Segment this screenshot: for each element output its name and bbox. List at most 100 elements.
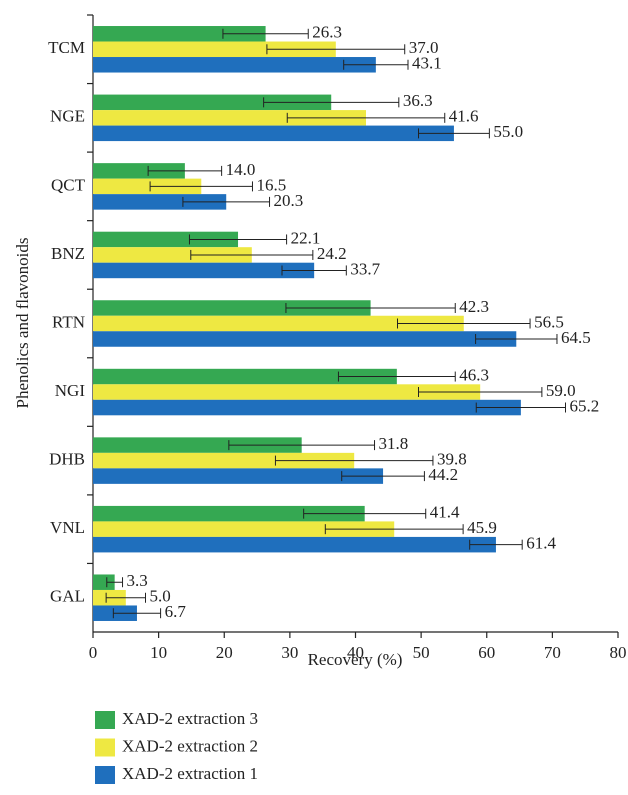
bar xyxy=(93,399,521,416)
data-label: 33.7 xyxy=(350,259,380,278)
x-axis-label: Recovery (%) xyxy=(308,650,403,669)
bar xyxy=(93,178,202,195)
bar xyxy=(93,247,252,263)
y-tick-label: GAL xyxy=(50,587,85,606)
data-label: 55.0 xyxy=(493,122,523,141)
error-bar xyxy=(281,265,347,276)
error-bar xyxy=(188,234,288,245)
error-bar xyxy=(285,303,456,313)
error-bar xyxy=(418,387,543,398)
y-tick-label: NGE xyxy=(50,107,85,126)
x-tick-label: 40 xyxy=(347,643,364,662)
data-label: 56.5 xyxy=(534,312,564,331)
bar xyxy=(93,163,185,179)
bar xyxy=(93,505,365,522)
bar xyxy=(93,57,376,73)
error-bar xyxy=(418,128,490,139)
bar xyxy=(93,437,302,453)
bar xyxy=(93,94,332,111)
data-label: 39.8 xyxy=(437,450,467,469)
legend-label: XAD-2 extraction 3 xyxy=(122,709,258,728)
error-bar xyxy=(469,539,523,550)
bar xyxy=(93,41,336,58)
bar xyxy=(93,231,239,248)
data-label: 61.4 xyxy=(526,534,556,553)
bar xyxy=(93,536,496,553)
data-label: 44.2 xyxy=(428,465,458,484)
data-label: 45.9 xyxy=(467,518,497,537)
data-label: 41.6 xyxy=(449,107,479,126)
data-label: 37.0 xyxy=(409,38,439,57)
data-label: 36.3 xyxy=(403,91,433,110)
error-bar xyxy=(343,59,409,70)
data-label: 64.5 xyxy=(561,328,591,347)
data-label: 26.3 xyxy=(312,23,342,42)
x-tick-label: 10 xyxy=(150,643,167,662)
error-bar xyxy=(266,44,406,55)
bar xyxy=(93,468,384,484)
bar xyxy=(93,125,454,142)
x-tick-label: 30 xyxy=(281,643,298,662)
error-bar xyxy=(190,249,314,260)
bar xyxy=(93,331,517,347)
bar xyxy=(93,194,227,210)
data-label: 42.3 xyxy=(459,297,489,316)
y-tick-label: QCT xyxy=(51,175,86,194)
y-axis-label: Phenolics and flavonoids xyxy=(13,238,32,409)
error-bar xyxy=(324,524,464,535)
bar xyxy=(93,574,115,590)
data-label: 41.4 xyxy=(430,503,460,522)
error-bar xyxy=(286,112,446,123)
error-bar xyxy=(228,440,376,451)
bar xyxy=(93,110,366,126)
data-label: 5.0 xyxy=(150,587,171,606)
legend-label: XAD-2 extraction 2 xyxy=(122,736,258,755)
x-tick-label: 80 xyxy=(610,643,627,662)
data-label: 14.0 xyxy=(226,160,256,179)
bar xyxy=(93,300,371,316)
error-bar xyxy=(112,608,162,619)
data-label: 43.1 xyxy=(412,54,442,73)
data-label: 3.3 xyxy=(127,571,148,590)
error-bar xyxy=(263,97,400,108)
bar xyxy=(93,315,464,332)
bar xyxy=(93,452,355,469)
x-tick-label: 50 xyxy=(413,643,430,662)
bar xyxy=(93,368,397,385)
bar xyxy=(93,384,481,400)
x-tick-label: 0 xyxy=(89,643,98,662)
bar xyxy=(93,262,315,279)
y-tick-label: BNZ xyxy=(51,244,85,263)
error-bar xyxy=(475,334,558,344)
error-bar xyxy=(341,471,425,482)
data-label: 20.3 xyxy=(274,191,304,210)
error-bar xyxy=(147,165,223,176)
x-tick-label: 20 xyxy=(216,643,233,662)
error-bar xyxy=(337,371,456,382)
data-label: 22.1 xyxy=(291,228,321,247)
y-tick-label: NGI xyxy=(55,381,86,400)
y-tick-label: VNL xyxy=(50,518,85,537)
y-tick-label: RTN xyxy=(52,312,85,331)
error-bar xyxy=(149,181,253,192)
legend-swatch xyxy=(95,738,115,757)
y-tick-label: DHB xyxy=(49,450,85,469)
error-bar xyxy=(106,577,124,588)
x-tick-label: 70 xyxy=(544,643,561,662)
error-bar xyxy=(182,196,271,207)
data-label: 31.8 xyxy=(379,434,409,453)
data-label: 65.2 xyxy=(570,396,600,415)
legend-swatch xyxy=(95,711,115,729)
error-bar xyxy=(222,28,309,39)
legend-label: XAD-2 extraction 1 xyxy=(122,764,258,783)
data-label: 46.3 xyxy=(459,365,489,384)
error-bar xyxy=(105,592,146,603)
error-bar xyxy=(274,455,434,466)
error-bar xyxy=(397,318,531,329)
x-tick-label: 60 xyxy=(478,643,495,662)
error-bar xyxy=(475,402,566,413)
data-label: 16.5 xyxy=(256,175,286,194)
data-label: 6.7 xyxy=(165,602,187,621)
legend-swatch xyxy=(95,766,115,784)
